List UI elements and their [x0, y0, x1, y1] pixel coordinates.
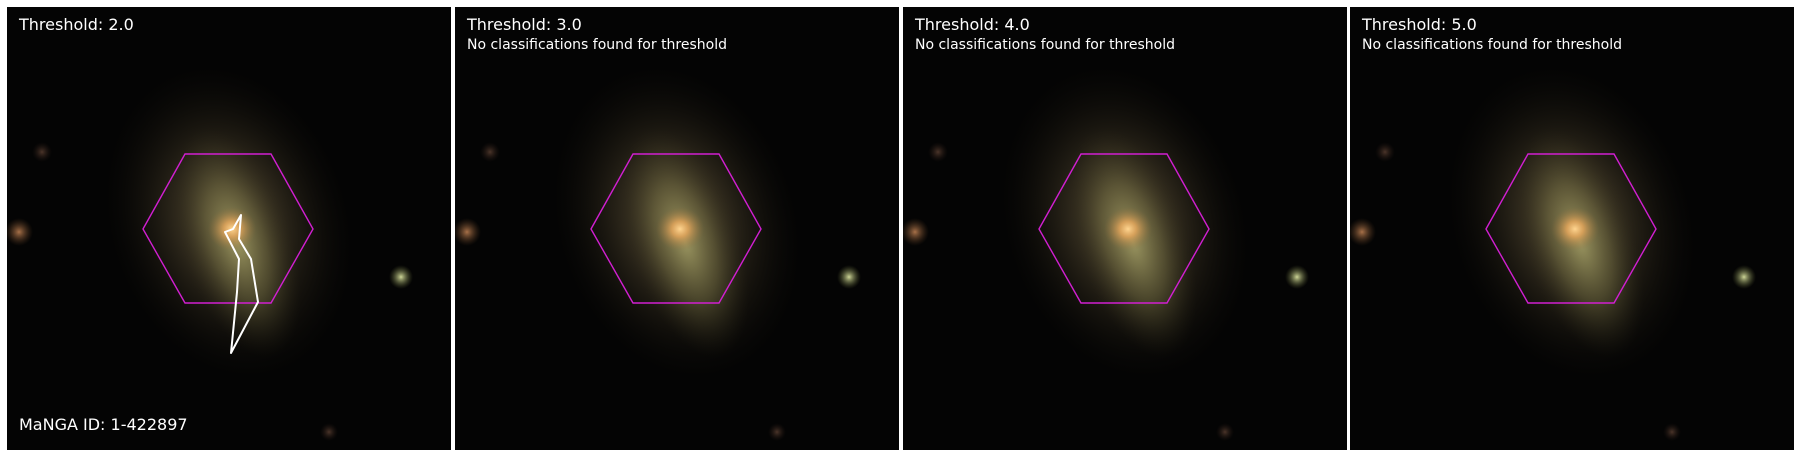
star-faint-bottom: [768, 423, 786, 441]
panel-threshold-4: Threshold: 4.0 No classifications found …: [903, 7, 1347, 450]
star-faint-bottom: [320, 423, 338, 441]
star-left: [7, 218, 33, 246]
panel-threshold-5: Threshold: 5.0 No classifications found …: [1350, 7, 1794, 450]
star-left: [455, 218, 481, 246]
star-right: [837, 265, 861, 289]
star-faint-top: [32, 142, 52, 162]
galaxy-image: [903, 65, 1309, 441]
star-right: [1285, 265, 1309, 289]
panel-title: Threshold: 3.0: [467, 15, 582, 34]
ifu-hexagon: [1485, 153, 1657, 304]
star-left: [1350, 218, 1376, 246]
ifu-hexagon: [590, 153, 762, 304]
panel-title: Threshold: 5.0: [1362, 15, 1477, 34]
star-left: [903, 218, 929, 246]
star-right: [389, 265, 413, 289]
galaxy-core: [1551, 207, 1599, 251]
star-faint-bottom: [1663, 423, 1681, 441]
panel-title: Threshold: 4.0: [915, 15, 1030, 34]
star-right: [1732, 265, 1756, 289]
classification-contour: [224, 214, 259, 354]
star-faint-bottom: [1216, 423, 1234, 441]
star-faint-top: [1375, 142, 1395, 162]
galaxy-core: [656, 207, 704, 251]
galaxy-core: [1104, 207, 1152, 251]
ifu-hexagon: [1038, 153, 1210, 304]
panel-threshold-2: Threshold: 2.0 MaNGA ID: 1-422897: [7, 7, 451, 450]
panel-note: No classifications found for threshold: [915, 37, 1175, 53]
galaxy-image: [455, 65, 861, 441]
manga-id-label: MaNGA ID: 1-422897: [19, 415, 188, 434]
galaxy-image: [7, 65, 413, 441]
star-faint-top: [928, 142, 948, 162]
panel-note: No classifications found for threshold: [1362, 37, 1622, 53]
galaxy-image: [1350, 65, 1756, 441]
panel-note: No classifications found for threshold: [467, 37, 727, 53]
panel-threshold-3: Threshold: 3.0 No classifications found …: [455, 7, 899, 450]
ifu-hexagon: [142, 153, 314, 304]
star-faint-top: [480, 142, 500, 162]
panel-title: Threshold: 2.0: [19, 15, 134, 34]
